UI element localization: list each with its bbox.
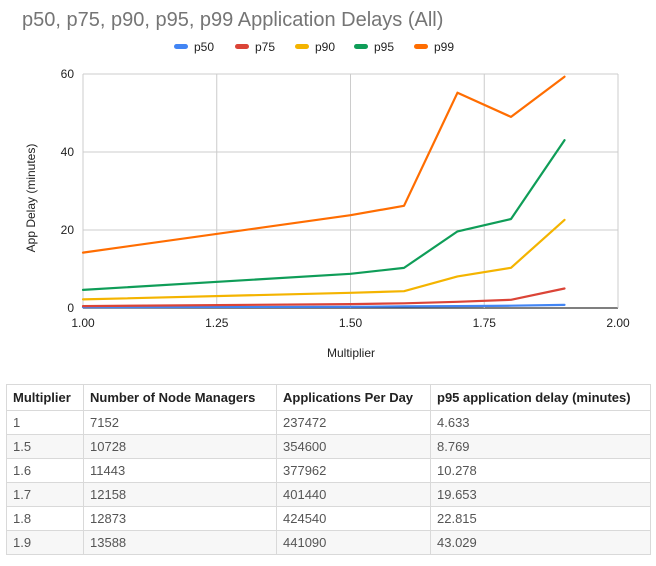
- cell-multiplier: 1.7: [6, 482, 84, 507]
- cell-node-managers: 12158: [83, 482, 277, 507]
- header-p95-delay: p95 application delay (minutes): [430, 384, 651, 411]
- cell-node-managers: 13588: [83, 530, 277, 555]
- series-line-p90: [81, 218, 566, 301]
- table-row: 1.5 10728 354600 8.769: [6, 434, 651, 459]
- header-applications-per-day: Applications Per Day: [276, 384, 431, 411]
- legend-label-p90: p90: [315, 40, 335, 54]
- cell-p95-delay: 8.769: [430, 434, 651, 459]
- legend-swatch-p75: [235, 44, 249, 49]
- x-tick-label: 1.50: [339, 316, 363, 330]
- legend-swatch-p95: [354, 44, 368, 49]
- cell-p95-delay: 4.633: [430, 410, 651, 435]
- series-line-p95: [81, 139, 566, 291]
- table-row: 1.9 13588 441090 43.029: [6, 530, 651, 555]
- legend-swatch-p50: [174, 44, 188, 49]
- cell-node-managers: 11443: [83, 458, 277, 483]
- cell-multiplier: 1.5: [6, 434, 84, 459]
- table-row: 1.6 11443 377962 10.278: [6, 458, 651, 483]
- cell-node-managers: 7152: [83, 410, 277, 435]
- cell-applications-per-day: 401440: [276, 482, 431, 507]
- table-header-row: Multiplier Number of Node Managers Appli…: [6, 384, 651, 411]
- cell-node-managers: 10728: [83, 434, 277, 459]
- chart-grid: [82, 73, 619, 309]
- axis-ticks: 1.00 1.25 1.50 1.75 2.00 0 20 40 60: [61, 67, 630, 330]
- header-node-managers: Number of Node Managers: [83, 384, 277, 411]
- x-tick-label: 1.75: [473, 316, 497, 330]
- legend-label-p75: p75: [255, 40, 275, 54]
- y-tick-label: 20: [61, 223, 75, 237]
- cell-multiplier: 1.9: [6, 530, 84, 555]
- table-row: 1 7152 237472 4.633: [6, 410, 651, 435]
- legend-label-p99: p99: [434, 40, 454, 54]
- line-chart: p50, p75, p90, p95, p99 Application Dela…: [22, 9, 630, 360]
- legend-label-p95: p95: [374, 40, 394, 54]
- cell-applications-per-day: 424540: [276, 506, 431, 531]
- table-row: 1.7 12158 401440 19.653: [6, 482, 651, 507]
- series-line-p75: [81, 287, 566, 308]
- cell-applications-per-day: 377962: [276, 458, 431, 483]
- data-table: Multiplier Number of Node Managers Appli…: [6, 384, 651, 555]
- y-axis-title: App Delay (minutes): [24, 144, 38, 253]
- chart-series: [81, 75, 566, 309]
- cell-multiplier: 1.8: [6, 506, 84, 531]
- legend-label-p50: p50: [194, 40, 214, 54]
- chart-title: p50, p75, p90, p95, p99 Application Dela…: [22, 9, 443, 31]
- chart-legend: p50 p75 p90 p95 p99: [174, 40, 454, 54]
- cell-node-managers: 12873: [83, 506, 277, 531]
- legend-swatch-p90: [295, 44, 309, 49]
- table-row: 1.8 12873 424540 22.815: [6, 506, 651, 531]
- cell-multiplier: 1.6: [6, 458, 84, 483]
- series-line-p50: [81, 303, 566, 309]
- cell-applications-per-day: 237472: [276, 410, 431, 435]
- cell-applications-per-day: 441090: [276, 530, 431, 555]
- x-tick-label: 1.25: [205, 316, 229, 330]
- x-tick-label: 1.00: [71, 316, 95, 330]
- legend-swatch-p99: [414, 44, 428, 49]
- y-tick-label: 40: [61, 145, 75, 159]
- x-axis-title: Multiplier: [327, 346, 375, 360]
- cell-multiplier: 1: [6, 410, 84, 435]
- cell-p95-delay: 22.815: [430, 506, 651, 531]
- cell-p95-delay: 10.278: [430, 458, 651, 483]
- cell-applications-per-day: 354600: [276, 434, 431, 459]
- series-line-p99: [81, 75, 566, 254]
- cell-p95-delay: 43.029: [430, 530, 651, 555]
- cell-p95-delay: 19.653: [430, 482, 651, 507]
- y-tick-label: 60: [61, 67, 75, 81]
- x-tick-label: 2.00: [606, 316, 630, 330]
- y-tick-label: 0: [67, 301, 74, 315]
- header-multiplier: Multiplier: [6, 384, 84, 411]
